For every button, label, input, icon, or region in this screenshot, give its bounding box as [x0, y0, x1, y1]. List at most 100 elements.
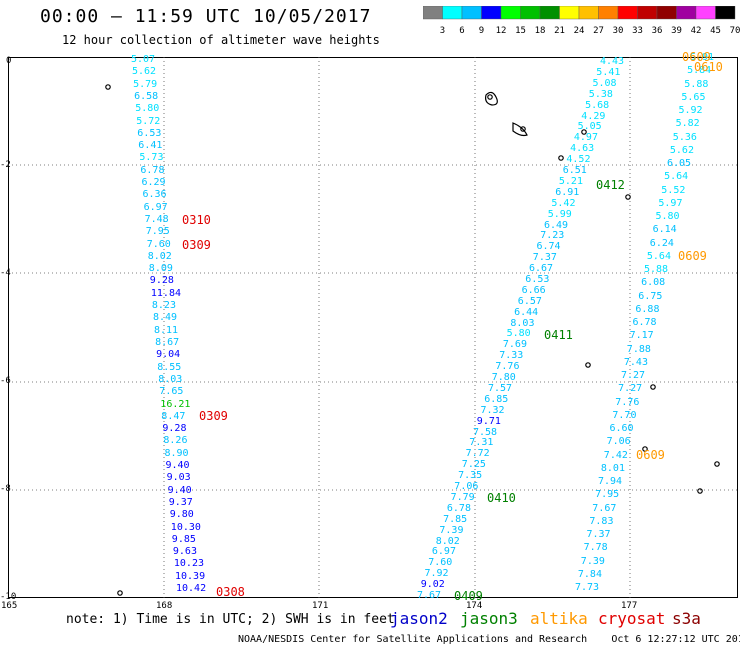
legend-label: 6 — [459, 26, 464, 36]
wave-height-value: 7.72 — [465, 448, 490, 460]
wave-height-value: 7.80 — [491, 372, 516, 383]
lat-tick-label: -10 — [0, 592, 17, 602]
wave-height-value: 7.92 — [424, 568, 449, 580]
legend-swatch — [500, 5, 521, 20]
wave-height-value: 6.24 — [649, 237, 674, 249]
legend-label: 30 — [613, 26, 624, 36]
wave-height-value: 5.91 — [690, 52, 715, 63]
legend-label: 24 — [574, 26, 585, 36]
wave-height-value: 5.80 — [135, 103, 160, 115]
island-outline — [487, 94, 493, 100]
island-outline — [558, 155, 564, 161]
sat-legend-s3a: s3a — [672, 609, 701, 628]
legend-label: 36 — [652, 26, 663, 36]
wave-height-value: 7.25 — [461, 459, 486, 471]
wave-height-value: 6.97 — [143, 201, 168, 213]
legend-swatch — [617, 5, 638, 20]
wave-height-value: 7.06 — [454, 481, 479, 492]
legend-label: 15 — [515, 26, 526, 36]
pass-time-label: 0609 — [678, 249, 707, 263]
wave-height-value: 7.58 — [473, 426, 498, 438]
map-plot: 5.07 5.62 5.79 6.58 5.80 5.72 6.53 6.41 5.73 6.78… — [8, 51, 738, 602]
island-outline — [520, 126, 526, 132]
legend-swatch — [422, 5, 443, 20]
wave-height-value: 7.27 — [618, 383, 643, 395]
wave-height-value: 5.65 — [681, 91, 706, 103]
sat-legend-altika: altika — [530, 609, 588, 628]
legend-swatch — [715, 5, 736, 20]
wave-height-value: 5.79 — [133, 78, 158, 90]
map-frame — [8, 57, 738, 598]
pass-time-label: 0309 — [199, 409, 228, 423]
legend-label: 27 — [593, 26, 604, 36]
legend-swatch — [637, 5, 658, 20]
wave-height-value: 5.21 — [558, 175, 583, 187]
wave-height-value: 6.88 — [635, 303, 660, 315]
island-outline — [105, 84, 111, 90]
legend-swatch — [559, 5, 580, 20]
legend-swatch — [695, 5, 716, 20]
wave-height-value: 16.21 — [160, 398, 191, 410]
wave-height-value: 6.53 — [525, 274, 550, 285]
wave-height-value: 5.72 — [136, 115, 161, 127]
legend-swatch — [539, 5, 560, 20]
legend-swatch — [481, 5, 502, 20]
wave-height-value: 6.05 — [667, 158, 692, 169]
lat-tick-label: 0 — [6, 56, 12, 66]
legend-swatch — [598, 5, 619, 20]
wave-height-value: 6.67 — [529, 263, 554, 275]
wave-height-value: 6.60 — [609, 423, 634, 434]
wave-height-value: 6.78 — [140, 164, 165, 176]
wave-height-value: 5.80 — [506, 328, 531, 340]
wave-height-value: 8.01 — [600, 462, 625, 474]
wave-height-value: 7.88 — [626, 343, 651, 355]
wave-height-value: 5.41 — [596, 66, 621, 78]
pass-time-label: 0308 — [216, 585, 245, 599]
wave-height-value: 7.33 — [499, 350, 524, 362]
wave-height-value: 6.58 — [134, 90, 159, 102]
wave-height-value: 9.03 — [166, 472, 191, 484]
wave-height-value: 7.73 — [575, 582, 600, 593]
pass-time-label: 0411 — [544, 328, 573, 342]
wave-height-value: 9.28 — [149, 275, 174, 287]
wave-height-value: 7.79 — [450, 491, 475, 503]
wave-height-value: 4.97 — [573, 132, 598, 144]
wave-height-value: 6.57 — [517, 295, 542, 307]
wave-height-value: 7.39 — [580, 555, 605, 567]
wave-height-value: 6.85 — [484, 393, 509, 405]
wave-height-value: 5.05 — [577, 121, 602, 133]
wave-height-value: 5.62 — [132, 66, 157, 78]
wave-height-value: 9.28 — [162, 423, 187, 435]
legend-label: 70 — [730, 26, 740, 36]
sat-legend-jason3: jason3 — [460, 609, 518, 628]
wave-height-value: 5.80 — [655, 211, 680, 222]
lon-tick-label: 174 — [466, 601, 483, 611]
wave-height-value: 7.95 — [145, 226, 170, 238]
footer-credit: NOAA/NESDIS Center for Satellite Applica… — [238, 634, 588, 645]
legend-swatch — [676, 5, 697, 20]
wave-height-value: 8.03 — [510, 317, 535, 329]
island-outline — [714, 461, 720, 467]
legend-swatch — [520, 5, 541, 20]
wave-height-value: 7.23 — [540, 230, 565, 242]
island-outline — [650, 384, 656, 390]
wave-height-value: 5.84 — [687, 65, 712, 77]
wave-height-value: 5.88 — [684, 78, 709, 90]
wave-height-value: 7.60 — [428, 557, 453, 569]
lat-tick-label: -6 — [0, 376, 11, 386]
wave-height-value: 8.67 — [155, 337, 180, 348]
wave-height-value: 6.44 — [514, 306, 539, 318]
wave-height-value: 7.37 — [586, 529, 611, 540]
pass-time-label: 0610 — [694, 60, 723, 74]
island-outline — [625, 194, 631, 200]
wave-height-value: 4.52 — [566, 154, 591, 166]
island-outline — [512, 122, 528, 137]
wave-height-value: 7.48 — [144, 213, 169, 225]
wave-height-value: 11.84 — [150, 287, 181, 299]
wave-height-value: 7.43 — [623, 356, 648, 368]
wave-height-value: 10.23 — [173, 558, 204, 570]
map-subtitle: 12 hour collection of altimeter wave hei… — [62, 33, 380, 47]
wave-height-value: 6.91 — [555, 186, 580, 198]
lat-tick-label: -4 — [0, 268, 11, 278]
